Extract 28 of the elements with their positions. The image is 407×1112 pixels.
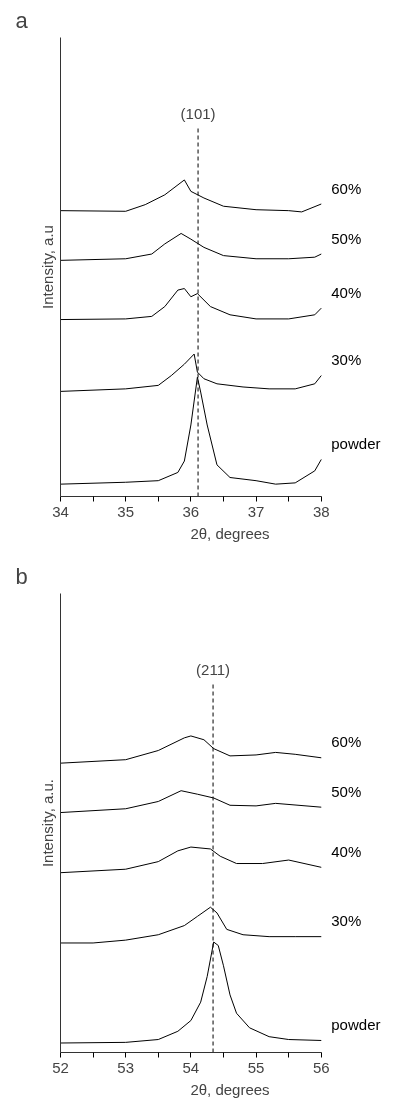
x-tick-label: 35 [117,502,135,520]
x-tick-label: 55 [247,1058,265,1076]
series-label: 50% [331,229,362,247]
series-label: 40% [331,283,362,301]
x-tick-label: 56 [312,1058,330,1076]
x-tick-label: 37 [247,502,265,520]
series-label: 30% [331,351,362,369]
y-axis-title: Intensity, a.u [38,225,56,309]
series-label: 30% [331,912,362,930]
x-tick-label: 52 [52,1058,69,1076]
x-tick-label: 36 [182,502,200,520]
series-label: 60% [331,179,362,197]
series-label: powder [331,1016,381,1034]
text: (211) [196,661,231,679]
series-label: powder [331,435,381,453]
x-tick-label: 38 [312,502,330,520]
text: (101) [180,105,216,123]
x-tick-label: 53 [117,1058,135,1076]
x-axis-title: 2θ, degrees [190,1080,270,1098]
chart-title: a [15,7,29,33]
x-tick-label: 34 [52,502,69,520]
chart-title: b [15,563,28,589]
x-axis-title: 2θ, degrees [190,524,270,542]
x-tick-label: 54 [182,1058,200,1076]
y-axis-title: Intensity, a.u. [38,778,56,868]
series-label: 40% [331,842,362,860]
series-label: 50% [331,782,362,800]
series-label: 60% [331,733,362,751]
